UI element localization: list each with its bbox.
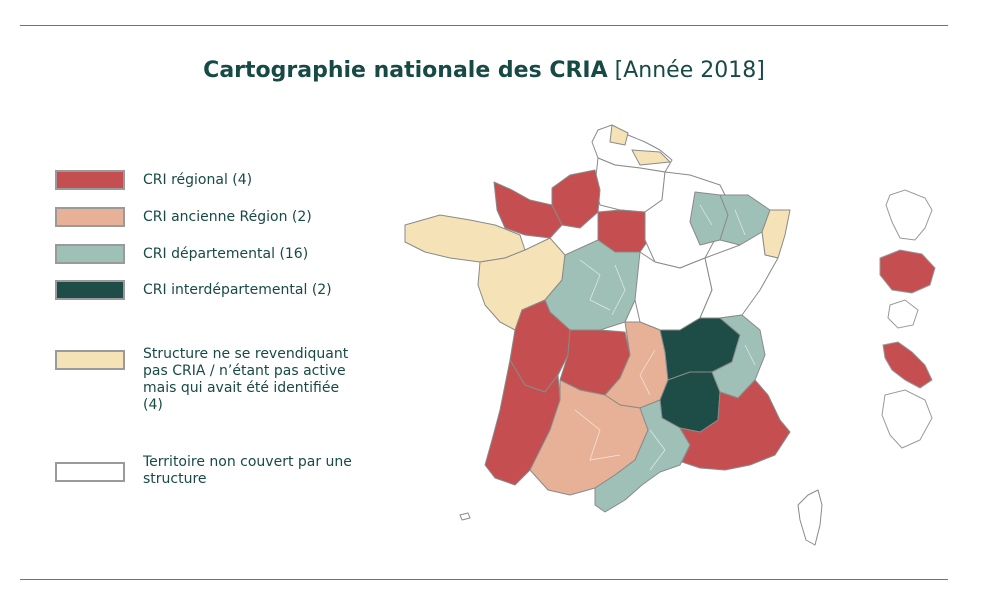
legend-line: structure: [143, 471, 207, 487]
legend-swatch-non-couvert: [55, 462, 125, 482]
overseas-mayotte: [887, 299, 919, 329]
bottom-rule: [20, 579, 948, 580]
overseas-reunion: [879, 249, 936, 294]
legend-swatch-departemental: [55, 244, 125, 264]
region-paca: [679, 379, 791, 471]
overseas-guyane: [885, 189, 933, 241]
legend-line: Structure ne se revendiquant: [143, 346, 349, 362]
legend-swatch-ancienne-region: [55, 207, 125, 227]
region-basse-normandie: [493, 181, 563, 239]
legend-line: Territoire non couvert par une: [143, 454, 352, 470]
legend-swatch-cri-regional: [55, 170, 125, 190]
legend-line: mais qui avait été identifiée: [143, 380, 340, 396]
legend-label-ancienne-region: CRI ancienne Région (2): [143, 209, 312, 225]
region-nord-yellow-2: [631, 149, 671, 166]
island-marker: [459, 512, 471, 521]
legend-label-non-revendique: Structure ne se revendiquant pas CRIA / …: [143, 346, 348, 414]
legend-label-cri-regional: CRI régional (4): [143, 172, 253, 188]
overseas-guadeloupe: [881, 389, 933, 449]
page-title: Cartographie nationale des CRIA [Année 2…: [0, 58, 968, 83]
title-year: [Année 2018]: [614, 58, 765, 83]
title-main: Cartographie nationale des CRIA: [203, 58, 608, 83]
legend-swatch-interdepartemental: [55, 280, 125, 300]
overseas-martinique: [882, 341, 933, 389]
legend-label-non-couvert: Territoire non couvert par une structure: [143, 454, 352, 488]
legend-line: (4): [143, 397, 163, 413]
legend-line: pas CRIA / n’étant pas active: [143, 363, 346, 379]
region-languedoc: [594, 399, 691, 513]
legend-label-departemental: CRI départemental (16): [143, 246, 309, 262]
region-franche-comte: [699, 231, 779, 319]
top-rule: [20, 25, 948, 26]
region-corse: [797, 489, 823, 546]
legend-swatch-non-revendique: [55, 350, 125, 370]
region-nord-yellow-1: [609, 124, 629, 146]
legend-label-interdepartemental: CRI interdépartemental (2): [143, 282, 332, 298]
